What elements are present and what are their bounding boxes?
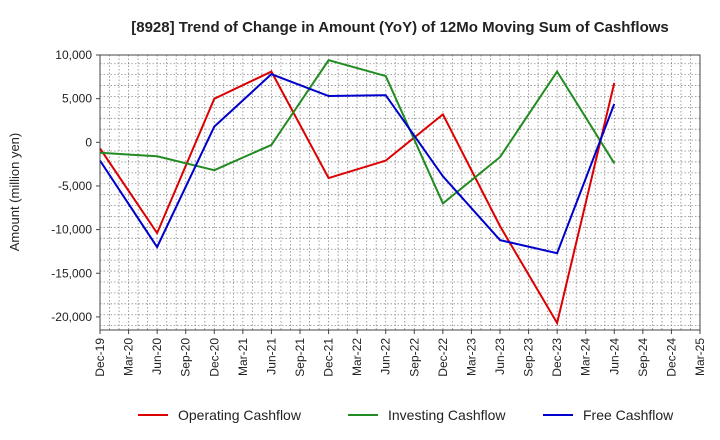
legend: Operating Cashflow Investing Cashflow Free… [138,407,674,423]
y-tick-label: -10,000 [51,223,92,237]
series-group [99,59,616,326]
legend-label-investing-cashflow: Investing Cashflow [388,407,506,423]
y-tick-label: 5,000 [62,92,92,106]
y-tick-label: -15,000 [51,266,92,280]
series-line-operating-cashflow [99,70,616,326]
x-tick-label: Mar-24 [579,338,593,376]
series-line-investing-cashflow [99,59,616,205]
x-tick-label: Sep-20 [179,338,193,377]
x-tick-label: Dec-22 [436,338,450,377]
x-tick-label: Jun-23 [493,338,507,375]
x-axis: Dec-19 Mar-20 Jun-20 Sep-20 Dec-20 Mar-21 Jun-… [93,330,707,377]
legend-label-free-cashflow: Free Cashflow [583,407,674,423]
x-tick-label: Mar-22 [350,338,364,376]
y-tick-label: 10,000 [55,48,92,62]
legend-label-operating-cashflow: Operating Cashflow [178,407,302,423]
series-line-free-cashflow [99,73,616,255]
x-tick-label: Dec-23 [550,338,564,377]
y-tick-label: -5,000 [58,179,92,193]
x-tick-label: Jun-22 [379,338,393,375]
plot-area [100,55,700,330]
x-tick-label: Dec-21 [322,338,336,377]
x-tick-label: Mar-25 [693,338,707,376]
y-axis: 10,000 5,000 0 -5,000 -10,000 -15,000 -20,000 [51,48,100,324]
x-tick-label: Sep-24 [636,338,650,377]
x-tick-label: Dec-20 [207,338,221,377]
x-tick-label: Mar-20 [122,338,136,376]
x-tick-label: Jun-24 [607,338,621,375]
y-tick-label: 0 [85,135,92,149]
x-tick-label: Sep-21 [293,338,307,377]
y-tick-label: -20,000 [51,310,92,324]
x-tick-label: Mar-23 [464,338,478,376]
x-tick-label: Sep-22 [407,338,421,377]
x-tick-label: Mar-21 [236,338,250,376]
y-axis-label: Amount (million yen) [7,133,22,252]
x-tick-label: Sep-23 [522,338,536,377]
x-tick-label: Jun-21 [264,338,278,375]
x-tick-label: Jun-20 [150,338,164,375]
x-tick-label: Dec-24 [664,338,678,377]
grid [99,55,700,330]
chart-title: [8928] Trend of Change in Amount (YoY) o… [131,19,669,36]
x-tick-label: Dec-19 [93,338,107,377]
plot-frame [99,54,701,331]
